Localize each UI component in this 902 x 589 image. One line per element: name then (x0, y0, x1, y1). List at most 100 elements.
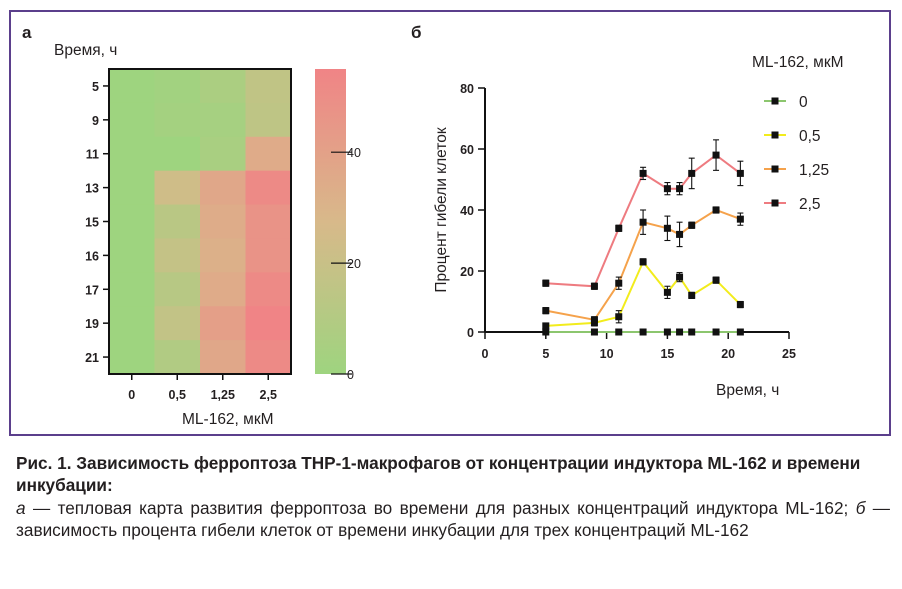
line-y-axis-title: Процент гибели клеток (433, 127, 450, 292)
heatmap-cell (200, 170, 247, 206)
data-point (590, 316, 598, 324)
y-tick-label: 80 (460, 82, 474, 96)
caption-marker-a: а (16, 498, 26, 518)
heatmap-y-tick-label: 15 (85, 216, 99, 230)
series-3 (542, 139, 744, 290)
data-point (639, 328, 647, 336)
heatmap-y-tick-label: 13 (85, 182, 99, 196)
heatmap-cell (109, 272, 156, 307)
heatmap-y-tick-label: 9 (92, 114, 99, 128)
heatmap-cell (200, 204, 247, 240)
data-point (615, 279, 623, 287)
data-point (590, 328, 598, 336)
colorbar-tick-label: 40 (347, 146, 361, 160)
legend-label: 0,5 (799, 128, 821, 145)
series-2 (542, 206, 744, 324)
legend-swatch-marker (771, 131, 779, 139)
x-tick-label: 15 (660, 347, 674, 361)
data-point (688, 291, 696, 299)
data-point (615, 328, 623, 336)
caption-title: Рис. 1. Зависимость ферроптоза THP-1-мак… (16, 453, 861, 495)
heatmap-cell (200, 102, 247, 138)
data-point (615, 224, 623, 232)
panel-a-label: а (22, 23, 32, 42)
series-0 (542, 328, 744, 336)
data-point (542, 322, 550, 330)
heatmap-x-axis-title: ML-162, мкМ (182, 411, 274, 428)
caption-desc-part1: — тепловая карта развития ферроптоза во … (25, 498, 856, 518)
heatmap-y-tick-label: 5 (92, 80, 99, 94)
heatmap-cell (154, 272, 201, 307)
heatmap-y-tick-label: 21 (85, 351, 99, 365)
legend: 0 0,5 1,25 2,5 (764, 94, 829, 213)
data-point (639, 218, 647, 226)
heatmap-cell (245, 69, 292, 104)
heatmap-cell (154, 238, 201, 273)
legend-swatch-marker (771, 199, 779, 207)
data-point (590, 282, 598, 290)
data-point (542, 307, 550, 315)
heatmap-cell (245, 238, 292, 273)
heatmap-cell (109, 306, 156, 341)
y-tick-label: 60 (460, 143, 474, 157)
colorbar-tick-label: 0 (347, 368, 354, 382)
data-point (736, 328, 744, 336)
y-tick-label: 40 (460, 204, 474, 218)
panel-b-label: б (411, 23, 422, 42)
legend-label: 2,5 (799, 196, 821, 213)
heatmap-cell (245, 170, 292, 206)
line-chart: Процент гибели клеток 0 20 40 60 80 0 5 10 15 20 2… (433, 54, 844, 399)
data-point (676, 185, 684, 193)
heatmap-cell (154, 306, 201, 341)
heatmap-cell (109, 136, 156, 172)
heatmap-cell (245, 306, 292, 341)
data-point (688, 221, 696, 229)
data-point (676, 328, 684, 336)
data-point (676, 230, 684, 238)
heatmap-cell (200, 340, 247, 375)
data-point (688, 169, 696, 177)
heatmap: Время, ч 5 9 11 13 15 16 17 19 21 0 0,5 1,25 2,5 ML… (54, 42, 361, 428)
heatmap-cell (245, 272, 292, 307)
colorbar-ticks: 0 20 40 (331, 146, 361, 382)
heatmap-x-tick-label: 2,5 (260, 388, 277, 402)
legend-label: 1,25 (799, 162, 829, 179)
heatmap-y-tick-label: 17 (85, 283, 99, 297)
figure-caption: Рис. 1. Зависимость ферроптоза THP-1-мак… (16, 452, 890, 541)
heatmap-y-tick-label: 16 (85, 249, 99, 263)
heatmap-y-tick-label: 19 (85, 317, 99, 331)
line-x-axis-title: Время, ч (716, 382, 779, 399)
data-point (736, 301, 744, 309)
heatmap-cell (109, 204, 156, 240)
heatmap-cell (200, 272, 247, 307)
line-series-group (542, 139, 744, 336)
heatmap-cell (154, 102, 201, 138)
heatmap-cell (200, 238, 247, 273)
y-tick-label: 0 (467, 326, 474, 340)
data-point (639, 258, 647, 266)
x-tick-label: 25 (782, 347, 796, 361)
data-point (663, 328, 671, 336)
heatmap-cell (245, 340, 292, 375)
data-point (712, 151, 720, 159)
legend-label: 0 (799, 94, 808, 111)
data-point (615, 313, 623, 321)
heatmap-cell (109, 170, 156, 206)
heatmap-cell (109, 238, 156, 273)
legend-swatch-marker (771, 97, 779, 105)
data-point (663, 288, 671, 296)
data-point (712, 206, 720, 214)
heatmap-cell (200, 306, 247, 341)
series-1 (542, 258, 744, 330)
heatmap-x-tick-label: 1,25 (211, 388, 235, 402)
heatmap-y-tick-label: 11 (86, 148, 99, 162)
heatmap-y-ticks: 5 9 11 13 15 16 17 19 21 (85, 80, 109, 365)
colorbar-tick-label: 20 (347, 257, 361, 271)
heatmap-y-axis-title: Время, ч (54, 42, 117, 59)
data-point (712, 328, 720, 336)
heatmap-x-ticks: 0 0,5 1,25 2,5 (128, 374, 277, 402)
heatmap-cell (154, 136, 201, 172)
heatmap-cell (200, 69, 247, 104)
data-point (663, 185, 671, 193)
heatmap-cell (109, 340, 156, 375)
